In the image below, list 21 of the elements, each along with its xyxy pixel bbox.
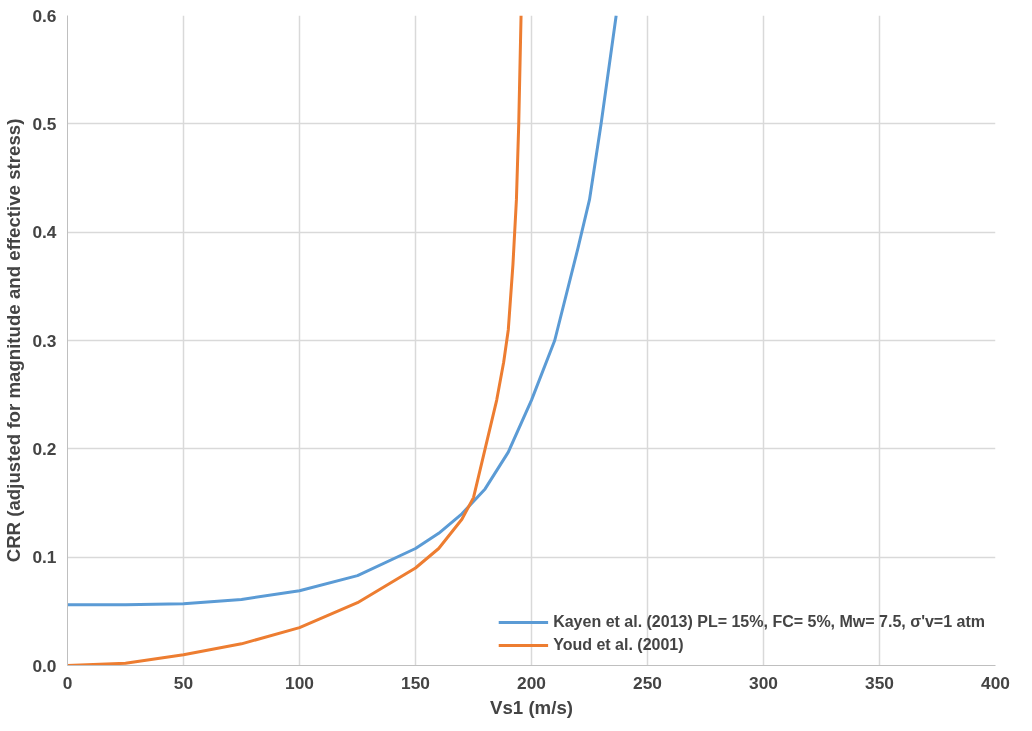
legend-label: Youd et al. (2001) xyxy=(553,636,684,654)
x-tick-label: 300 xyxy=(749,672,778,693)
y-tick-label: 0.3 xyxy=(32,330,57,351)
x-axis-title: Vs1 (m/s) xyxy=(490,696,573,718)
y-tick-label: 0.0 xyxy=(32,655,57,676)
x-tick-label: 350 xyxy=(865,672,894,693)
x-tick-label: 250 xyxy=(633,672,662,693)
y-tick-label: 0.6 xyxy=(32,5,57,26)
x-tick-label: 150 xyxy=(401,672,430,693)
x-tick-label: 100 xyxy=(285,672,314,693)
x-tick-label: 400 xyxy=(981,672,1010,693)
line-series xyxy=(67,15,618,607)
x-tick-label: 200 xyxy=(517,672,546,693)
y-tick-label: 0.5 xyxy=(32,113,57,134)
y-tick-label: 0.2 xyxy=(32,438,57,459)
y-axis-title: CRR (adjusted for magnitude and effective stress) xyxy=(3,118,25,563)
x-tick-label: 50 xyxy=(173,672,194,693)
y-tick-label: 0.4 xyxy=(32,222,57,243)
legend-label: Kayen et al. (2013) PL= 15%, FC= 5%, Mw= 7.5, σ'v=1 atm xyxy=(553,613,985,631)
x-tick-label: 0 xyxy=(62,672,73,693)
y-tick-label: 0.1 xyxy=(32,547,57,568)
